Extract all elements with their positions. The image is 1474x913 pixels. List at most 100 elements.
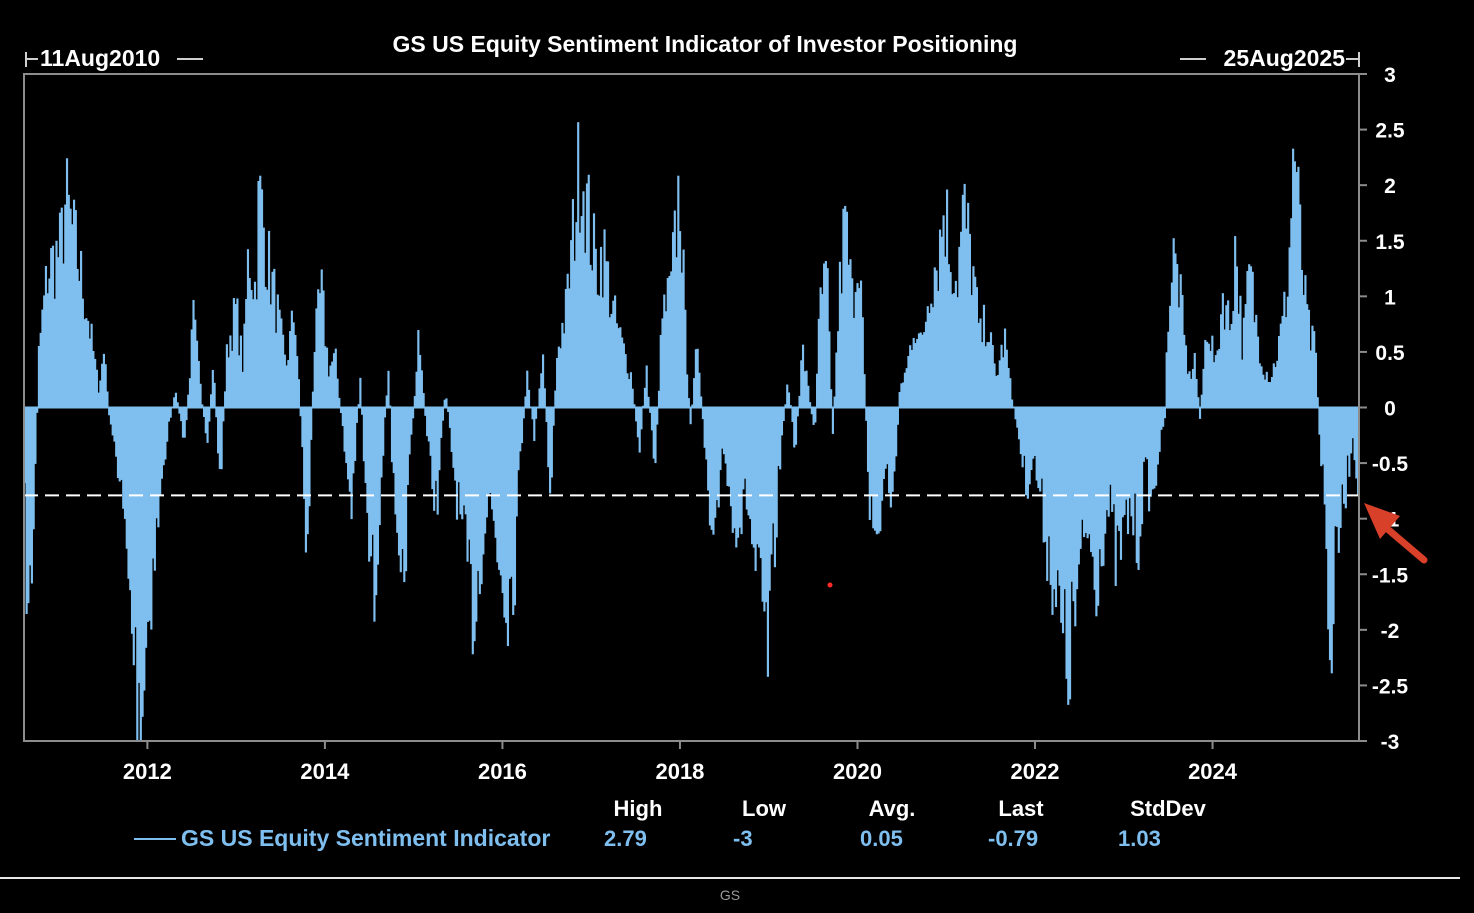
- data-bar: [1051, 407, 1054, 615]
- data-bar: [877, 407, 880, 534]
- data-bar: [294, 335, 297, 408]
- data-bar: [1292, 148, 1295, 408]
- data-bar: [415, 371, 418, 408]
- data-bar: [174, 392, 178, 408]
- data-bar: [1000, 344, 1003, 408]
- data-bar: [87, 320, 90, 408]
- data-bar: [469, 407, 473, 565]
- data-bar: [1249, 266, 1253, 408]
- data-bar: [445, 398, 448, 408]
- data-bar: [390, 407, 394, 463]
- data-bar: [190, 329, 193, 408]
- data-bar: [1132, 407, 1135, 536]
- data-bar: [960, 231, 963, 408]
- data-bar: [603, 229, 606, 408]
- data-bar: [965, 228, 968, 408]
- data-bar: [464, 407, 467, 515]
- data-bar: [652, 407, 655, 459]
- data-bar: [592, 213, 596, 408]
- data-bar: [1262, 374, 1265, 408]
- data-bar: [169, 407, 172, 418]
- data-bar: [693, 378, 696, 408]
- data-bar: [1098, 407, 1101, 550]
- data-bar: [280, 318, 283, 408]
- data-bar: [106, 391, 109, 408]
- data-bar: [893, 407, 896, 472]
- data-bar: [1195, 379, 1198, 408]
- data-bar: [614, 295, 617, 408]
- data-bar: [951, 294, 954, 408]
- data-bar: [823, 263, 826, 408]
- data-bar: [166, 407, 169, 442]
- data-bar: [287, 360, 290, 408]
- data-bar: [705, 407, 708, 460]
- data-bar: [431, 407, 434, 490]
- data-bar: [1035, 407, 1038, 481]
- y-tick-label: -2.5: [1372, 675, 1409, 698]
- data-bar: [188, 378, 192, 408]
- data-bar: [824, 260, 827, 408]
- data-bar: [246, 249, 250, 408]
- data-bar: [482, 407, 485, 555]
- data-bar: [25, 407, 28, 614]
- data-bar: [657, 390, 661, 408]
- data-bar: [102, 353, 106, 408]
- data-bar: [357, 404, 360, 408]
- data-bar: [675, 257, 678, 408]
- start-date-label: 11Aug2010: [40, 45, 160, 71]
- data-bar: [745, 407, 748, 510]
- data-bar: [1091, 407, 1094, 557]
- data-bar: [689, 407, 692, 425]
- data-bar: [440, 407, 443, 438]
- data-bar: [506, 407, 510, 647]
- data-bar: [924, 321, 928, 408]
- data-bar: [1197, 397, 1200, 408]
- data-bar: [508, 407, 511, 579]
- data-bar: [401, 407, 404, 549]
- data-bar: [624, 354, 627, 408]
- data-bar: [1188, 371, 1191, 408]
- data-bar: [65, 158, 69, 408]
- data-bar: [116, 407, 120, 479]
- data-bar: [956, 297, 959, 408]
- data-bar: [967, 202, 970, 408]
- data-bar: [1237, 313, 1240, 408]
- data-bar: [339, 407, 343, 413]
- data-bar: [332, 353, 336, 408]
- data-bar: [345, 407, 348, 464]
- data-bar: [1053, 407, 1056, 590]
- data-bar: [740, 407, 743, 535]
- data-bar: [921, 334, 924, 408]
- data-bar: [803, 371, 806, 408]
- data-bar: [468, 407, 471, 540]
- data-bar: [1070, 407, 1073, 582]
- data-bar: [517, 407, 520, 471]
- data-bar: [297, 379, 300, 408]
- data-bar: [886, 407, 889, 465]
- data-bar: [513, 407, 517, 606]
- data-bar: [1146, 407, 1149, 460]
- data-bar: [236, 298, 239, 408]
- data-bar: [364, 407, 367, 484]
- data-bar: [1019, 407, 1022, 455]
- data-bar: [424, 407, 427, 416]
- data-bar: [912, 337, 915, 408]
- data-bar: [563, 333, 566, 408]
- data-bar: [993, 363, 996, 408]
- data-bar: [218, 407, 221, 469]
- data-bar: [1033, 407, 1036, 456]
- series-bars: [23, 122, 1360, 741]
- data-bar: [1244, 304, 1247, 408]
- data-bar: [1009, 378, 1012, 408]
- data-bar: [1191, 369, 1195, 408]
- data-bar: [81, 298, 84, 408]
- data-bar: [677, 175, 680, 408]
- data-bar: [775, 407, 778, 538]
- data-bar: [48, 278, 51, 408]
- data-bar: [940, 236, 943, 408]
- data-bar: [1314, 352, 1318, 408]
- data-bar: [194, 319, 197, 408]
- data-bar: [807, 385, 810, 408]
- data-bar: [320, 269, 323, 408]
- data-bar: [608, 317, 611, 408]
